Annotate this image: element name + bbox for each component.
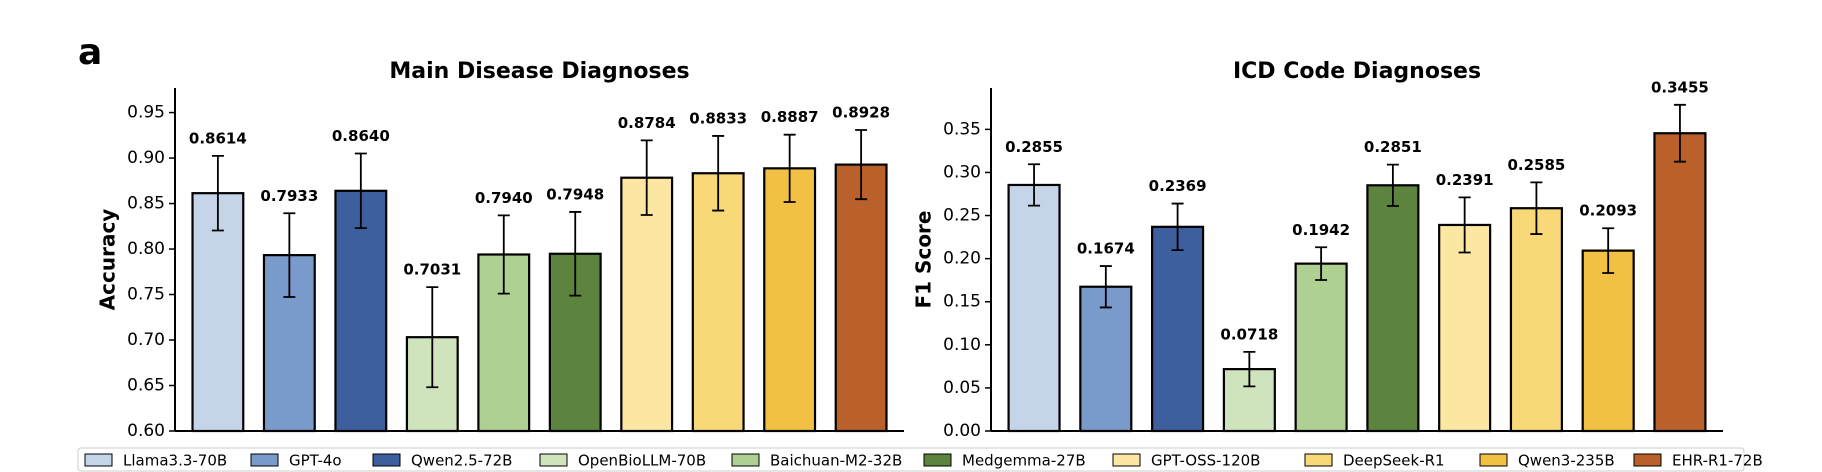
error-bar [1243, 350, 1256, 388]
error-bar [426, 286, 439, 389]
y-tick-label: 0.70 [127, 330, 165, 350]
error-bar [211, 154, 224, 232]
value-label: 0.2093 [1579, 202, 1637, 220]
bar [620, 176, 674, 433]
legend-swatch [1112, 453, 1141, 467]
bar [334, 189, 388, 433]
value-label: 0.8887 [761, 108, 819, 126]
legend-swatch [1304, 453, 1333, 467]
bar [1509, 207, 1563, 433]
bar [1151, 225, 1205, 433]
y-tick-label: 0.20 [943, 249, 981, 269]
legend-label: Medgemma-27B [962, 452, 1086, 470]
legend-swatch [250, 453, 279, 467]
legend-label: Baichuan-M2-32B [770, 452, 902, 470]
error-bar [1028, 163, 1041, 207]
bar [1438, 223, 1492, 433]
legend-swatch [731, 453, 760, 467]
bar [1007, 183, 1061, 433]
legend-label: GPT-OSS-120B [1151, 452, 1260, 470]
y-tick-label: 0.10 [943, 335, 981, 355]
value-label: 0.2855 [1005, 138, 1063, 156]
error-bar [283, 212, 296, 298]
error-bar [354, 152, 367, 230]
value-label: 0.7948 [546, 185, 604, 203]
bar [763, 167, 817, 433]
y-axis-label: F1 Score [912, 211, 936, 309]
value-label: 0.2585 [1507, 156, 1565, 174]
value-label: 0.3455 [1651, 78, 1709, 96]
bar [1653, 132, 1707, 433]
value-label: 0.2369 [1149, 177, 1207, 195]
bar [1366, 184, 1420, 433]
bar [1079, 285, 1133, 433]
value-label: 0.8640 [332, 127, 390, 145]
error-bar [569, 211, 582, 297]
chart-title: ICD Code Diagnoses [1233, 59, 1481, 84]
error-bar [1673, 103, 1686, 163]
value-label: 0.1942 [1292, 221, 1350, 239]
y-axis-label: Accuracy [96, 209, 120, 311]
error-bar [1530, 181, 1543, 235]
legend-label: DeepSeek-R1 [1343, 452, 1445, 470]
legend-swatch [84, 453, 113, 467]
bar [1581, 249, 1635, 433]
value-label: 0.8928 [832, 104, 890, 122]
bar [191, 192, 245, 433]
chart-title: Main Disease Diagnoses [389, 59, 689, 84]
error-bar [1171, 202, 1184, 252]
y-tick-label: 0.75 [127, 285, 165, 305]
legend-label: OpenBioLLM-70B [578, 452, 706, 470]
bar [1294, 262, 1348, 433]
legend-label: Qwen3-235B [1518, 452, 1615, 470]
y-tick-label: 0.15 [943, 292, 981, 312]
error-bar [497, 214, 510, 295]
y-tick-label: 0.80 [127, 239, 165, 259]
value-label: 0.7940 [475, 189, 533, 207]
value-label: 0.2391 [1436, 171, 1494, 189]
y-tick-label: 0.60 [127, 421, 165, 441]
y-tick-label: 0.65 [127, 376, 165, 396]
legend-swatch [1633, 453, 1662, 467]
y-tick-label: 0.00 [943, 421, 981, 441]
error-bar [712, 135, 725, 212]
value-label: 0.8784 [618, 114, 676, 132]
value-label: 0.8614 [189, 129, 247, 147]
error-bar [1602, 227, 1615, 274]
legend-label: Qwen2.5-72B [411, 452, 512, 470]
legend-label: EHR-R1-72B [1672, 452, 1763, 470]
error-bar [1386, 163, 1399, 207]
legend-label: Llama3.3-70B [123, 452, 227, 470]
value-label: 0.7031 [403, 261, 461, 279]
bar [834, 163, 888, 433]
y-tick-label: 0.95 [127, 103, 165, 123]
error-bar [1458, 196, 1471, 254]
legend-swatch [372, 453, 401, 467]
bar [691, 172, 745, 433]
value-label: 0.7933 [260, 187, 318, 205]
value-label: 0.0718 [1220, 325, 1278, 343]
legend-swatch [539, 453, 568, 467]
value-label: 0.8833 [689, 109, 747, 127]
y-tick-label: 0.30 [943, 162, 981, 182]
error-bar [640, 139, 653, 216]
legend-swatch [1479, 453, 1508, 467]
y-tick-label: 0.35 [943, 119, 981, 139]
error-bar [1315, 246, 1328, 281]
value-label: 0.2851 [1364, 138, 1422, 156]
y-tick-label: 0.05 [943, 378, 981, 398]
error-bar [855, 129, 868, 201]
error-bar [783, 133, 796, 203]
legend-swatch [923, 453, 952, 467]
y-tick-label: 0.90 [127, 148, 165, 168]
y-tick-label: 0.25 [943, 206, 981, 226]
error-bar [1099, 265, 1112, 309]
panel-label: a [78, 32, 102, 73]
value-label: 0.1674 [1077, 240, 1135, 258]
y-tick-label: 0.85 [127, 194, 165, 214]
legend-label: GPT-4o [289, 452, 342, 470]
